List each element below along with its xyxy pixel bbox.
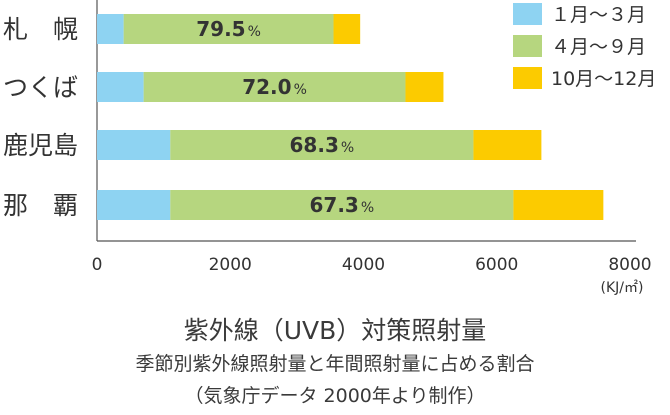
x-tick-label: 4000 (342, 255, 385, 275)
legend-swatch (513, 67, 542, 89)
x-tick-labels: 0 2000 4000 6000 8000 (KJ/㎡) (92, 255, 652, 296)
x-tick-label: 8000 (608, 255, 651, 275)
legend-swatch (513, 3, 542, 25)
x-axis-unit: (KJ/㎡) (601, 280, 644, 296)
bar-segment (405, 72, 444, 102)
category-label: 札 幌 (3, 15, 78, 44)
chart-subtitle: 季節別紫外線照射量と年間照射量に占める割合 (135, 353, 535, 375)
chart-title: 紫外線（UVB）対策照射量 (183, 316, 487, 345)
legend-label: ４月〜９月 (551, 36, 646, 58)
bar-segment (97, 72, 144, 102)
bar-segment (333, 14, 361, 44)
category-label: 鹿児島 (3, 131, 78, 160)
x-tick-label: 0 (92, 255, 103, 275)
bar-segment (123, 14, 334, 44)
chart-bars: 79.5 %72.0 %68.3 %67.3% (97, 14, 604, 220)
x-tick-label: 2000 (209, 255, 252, 275)
legend-label: １月〜３月 (551, 4, 646, 26)
x-tick-label: 6000 (475, 255, 518, 275)
category-label: 那 覇 (3, 191, 78, 220)
bar-segment (97, 130, 171, 160)
bar-segment (97, 190, 171, 220)
chart-source: （気象庁データ 2000年より制作） (184, 385, 486, 407)
legend-label: 10月〜12月 (551, 68, 656, 90)
bar-segment (170, 130, 474, 160)
bar-segment (97, 14, 124, 44)
bar-segment (143, 72, 406, 102)
bar-segment (170, 190, 514, 220)
chart-legend: １月〜３月 ４月〜９月 10月〜12月 (513, 3, 656, 90)
bar-segment (513, 190, 604, 220)
category-label: つくば (3, 73, 78, 102)
bar-segment (473, 130, 542, 160)
legend-swatch (513, 35, 542, 57)
